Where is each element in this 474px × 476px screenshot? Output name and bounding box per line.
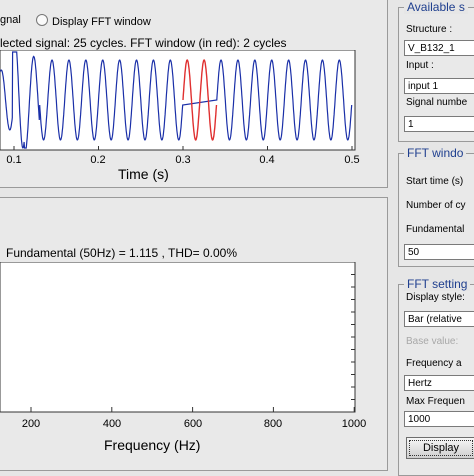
spectrum-x-tick: 200 [21, 418, 41, 430]
max-frequency-label: Max Frequen [406, 396, 465, 407]
input-select[interactable]: input 1 [404, 78, 474, 94]
spectrum-x-tick: 400 [102, 418, 122, 430]
radio-circle-icon [36, 14, 48, 26]
fft-settings-title: FFT setting [404, 277, 471, 291]
max-frequency-value: 1000 [408, 414, 431, 425]
signal-x-tick: 0.2 [90, 154, 106, 166]
fft-window-radio[interactable]: Display FFT window [36, 14, 151, 28]
number-of-cycles-label: Number of cy [406, 200, 466, 211]
structure-label: Structure : [406, 24, 453, 35]
signal-plot [0, 50, 356, 151]
display-style-select[interactable]: Bar (relative [404, 311, 474, 327]
signal-number-select[interactable]: 1 [404, 116, 474, 132]
fft-window-title: FFT windo [404, 146, 467, 160]
signal-number-value: 1 [408, 119, 414, 130]
frequency-axis-value: Hertz [408, 378, 432, 389]
frequency-axis-select[interactable]: Hertz [404, 375, 474, 391]
display-style-value: Bar (relative [408, 314, 462, 325]
signal-x-tick: 0.3 [175, 154, 191, 166]
fundamental-frequency-value: 50 [408, 247, 420, 258]
spectrum-x-tick: 800 [263, 418, 283, 430]
spectrum-x-tick: 600 [183, 418, 203, 430]
signal-number-label: Signal numbe [406, 97, 468, 108]
signal-radio-label: gnal [0, 14, 21, 26]
signal-x-axis-label: Time (s) [118, 166, 169, 182]
frequency-axis-label: Frequency a [406, 358, 462, 369]
base-value-label: Base value: [406, 336, 459, 347]
display-button[interactable]: Display [406, 437, 474, 459]
signal-plot-title: lected signal: 25 cycles. FFT window (in… [0, 36, 287, 50]
fundamental-frequency-label: Fundamental [406, 224, 465, 235]
signal-x-tick: 0.5 [344, 154, 360, 166]
spectrum-plot [0, 262, 356, 413]
signal-x-tick: 0.4 [259, 154, 275, 166]
signal-x-ticks [13, 146, 353, 150]
input-value: input 1 [408, 81, 439, 92]
start-time-label: Start time (s) [406, 176, 464, 187]
fft-window-radio-label: Display FFT window [52, 16, 151, 28]
max-frequency-input[interactable]: 1000 [404, 411, 474, 427]
display-style-label: Display style: [406, 292, 465, 303]
spectrum-x-tick: 1000 [341, 418, 367, 430]
available-signals-title: Available s [404, 0, 468, 14]
signal-x-tick: 0.1 [6, 154, 22, 166]
fft-window-trace [182, 59, 218, 141]
display-button-label: Display [422, 442, 460, 454]
signal-radio[interactable]: gnal [0, 14, 21, 26]
spectrum-ticks [30, 274, 355, 412]
spectrum-plot-title: Fundamental (50Hz) = 1.115 , THD= 0.00% [6, 246, 238, 260]
input-label: Input : [406, 60, 434, 71]
structure-value: V_B132_1 [408, 43, 455, 54]
fundamental-frequency-input[interactable]: 50 [404, 244, 474, 260]
structure-select[interactable]: V_B132_1 [404, 40, 474, 56]
spectrum-plot-area [0, 262, 356, 413]
spectrum-x-axis-label: Frequency (Hz) [104, 437, 201, 453]
signal-trace [0, 51, 353, 149]
